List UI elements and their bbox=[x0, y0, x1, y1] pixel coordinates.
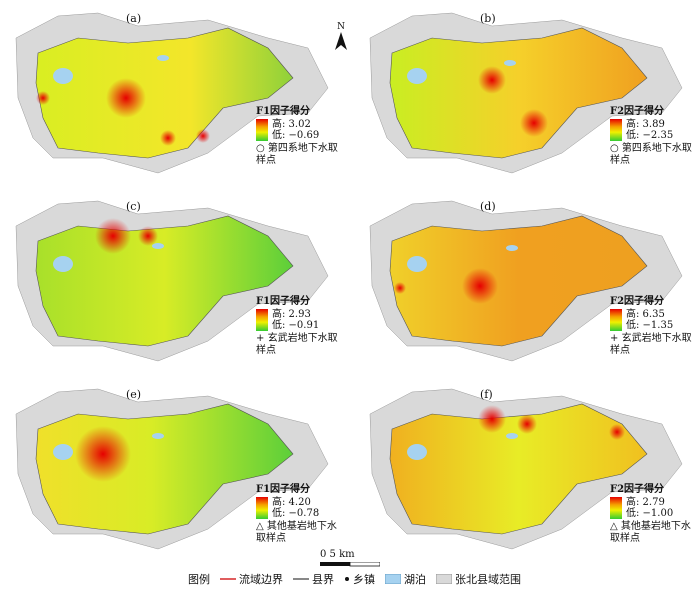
legend-a: F1因子得分 高: 3.02 低: −0.69 ○ 第四系地下水取样点 bbox=[256, 106, 338, 167]
sample-symbol: △ bbox=[610, 521, 618, 532]
legend-title: F1因子得分 bbox=[256, 484, 311, 495]
map-c bbox=[15, 200, 329, 362]
lake-icon bbox=[385, 574, 401, 584]
sample-label: 其他基岩地下水取样点 bbox=[256, 521, 337, 544]
color-ramp bbox=[610, 497, 622, 519]
high-value: 高: 2.93 bbox=[272, 309, 311, 320]
low-value: 低: −0.91 bbox=[272, 320, 320, 331]
color-ramp bbox=[610, 309, 622, 331]
legend-extent: 张北县域范围 bbox=[436, 571, 521, 587]
map-e bbox=[15, 388, 329, 550]
high-value: 高: 2.79 bbox=[626, 497, 665, 508]
legend-d: F2因子得分 高: 6.35 低: −1.35 + 玄武岩地下水取样点 bbox=[610, 296, 692, 357]
panel-label: (f) bbox=[480, 388, 493, 401]
scale-bar-icon bbox=[320, 561, 381, 567]
scale-label: 0 5 km bbox=[320, 549, 355, 560]
legend-title: F2因子得分 bbox=[610, 296, 665, 307]
bottom-legend: 图例 流域边界 县界 乡镇 湖泊 张北县域范围 bbox=[188, 571, 521, 587]
sample-symbol: + bbox=[256, 333, 265, 344]
legend-title: F1因子得分 bbox=[256, 296, 311, 307]
panel-label: (e) bbox=[126, 388, 142, 401]
low-value: 低: −1.00 bbox=[626, 508, 674, 519]
legend-title: F1因子得分 bbox=[256, 106, 311, 117]
map-panel-e: (e) F1因子得分 高: 4.20 低: −0.78 △ 其他基岩地下水取样点 bbox=[8, 384, 338, 569]
high-value: 高: 4.20 bbox=[272, 497, 311, 508]
legend-title: F2因子得分 bbox=[610, 106, 665, 117]
map-d bbox=[369, 200, 683, 362]
low-value: 低: −0.69 bbox=[272, 130, 320, 141]
map-panel-a: (a) F1因子得分 高: 3.02 低: −0.69 ○ 第四系地下水取样点 bbox=[8, 8, 338, 193]
panel-label: (b) bbox=[480, 12, 496, 25]
high-value: 高: 6.35 bbox=[626, 309, 665, 320]
north-arrow: N bbox=[334, 22, 348, 53]
map-b bbox=[369, 12, 683, 174]
legend-f: F2因子得分 高: 2.79 低: −1.00 △ 其他基岩地下水取样点 bbox=[610, 484, 692, 545]
panel-label: (a) bbox=[126, 12, 142, 25]
legend-lake: 湖泊 bbox=[385, 571, 426, 587]
legend-county: 县界 bbox=[293, 571, 334, 587]
low-value: 低: −2.35 bbox=[626, 130, 674, 141]
sample-label: 第四系地下水取样点 bbox=[256, 143, 338, 166]
low-value: 低: −1.35 bbox=[626, 320, 674, 331]
map-panel-f: (f) F2因子得分 高: 2.79 低: −1.00 △ 其他基岩地下水取样点 bbox=[362, 384, 692, 569]
legend-town: 乡镇 bbox=[344, 571, 375, 587]
basin-line-icon bbox=[220, 578, 236, 580]
extent-icon bbox=[436, 574, 452, 584]
sample-label: 玄武岩地下水取样点 bbox=[610, 333, 692, 356]
county-line-icon bbox=[293, 578, 309, 580]
map-panel-c: (c) F1因子得分 高: 2.93 低: −0.91 + 玄武岩地下水取样点 bbox=[8, 196, 338, 381]
scale-bar: 0 5 km bbox=[320, 549, 381, 571]
sample-label: 玄武岩地下水取样点 bbox=[256, 333, 338, 356]
sample-label: 第四系地下水取样点 bbox=[610, 143, 692, 166]
map-f bbox=[369, 388, 683, 550]
sample-symbol: △ bbox=[256, 521, 264, 532]
panel-label: (c) bbox=[126, 200, 141, 213]
color-ramp bbox=[256, 497, 268, 519]
sample-symbol: ○ bbox=[610, 143, 619, 154]
color-ramp bbox=[256, 119, 268, 141]
high-value: 高: 3.89 bbox=[626, 119, 665, 130]
legend-c: F1因子得分 高: 2.93 低: −0.91 + 玄武岩地下水取样点 bbox=[256, 296, 338, 357]
sample-symbol: + bbox=[610, 333, 619, 344]
north-arrow-icon bbox=[335, 32, 347, 50]
panel-label: (d) bbox=[480, 200, 496, 213]
map-panel-b: (b) F2因子得分 高: 3.89 低: −2.35 ○ 第四系地下水取样点 bbox=[362, 8, 692, 193]
legend-title: 图例 bbox=[188, 573, 210, 586]
sample-symbol: ○ bbox=[256, 143, 265, 154]
color-ramp bbox=[256, 309, 268, 331]
legend-b: F2因子得分 高: 3.89 低: −2.35 ○ 第四系地下水取样点 bbox=[610, 106, 692, 167]
legend-e: F1因子得分 高: 4.20 低: −0.78 △ 其他基岩地下水取样点 bbox=[256, 484, 338, 545]
town-dot-icon bbox=[345, 577, 349, 581]
map-panel-d: (d) F2因子得分 高: 6.35 低: −1.35 + 玄武岩地下水取样点 bbox=[362, 196, 692, 381]
legend-basin: 流域边界 bbox=[220, 571, 283, 587]
north-label: N bbox=[337, 22, 345, 32]
low-value: 低: −0.78 bbox=[272, 508, 320, 519]
sample-label: 其他基岩地下水取样点 bbox=[610, 521, 691, 544]
high-value: 高: 3.02 bbox=[272, 119, 311, 130]
legend-title: F2因子得分 bbox=[610, 484, 665, 495]
map-a bbox=[15, 12, 329, 174]
color-ramp bbox=[610, 119, 622, 141]
